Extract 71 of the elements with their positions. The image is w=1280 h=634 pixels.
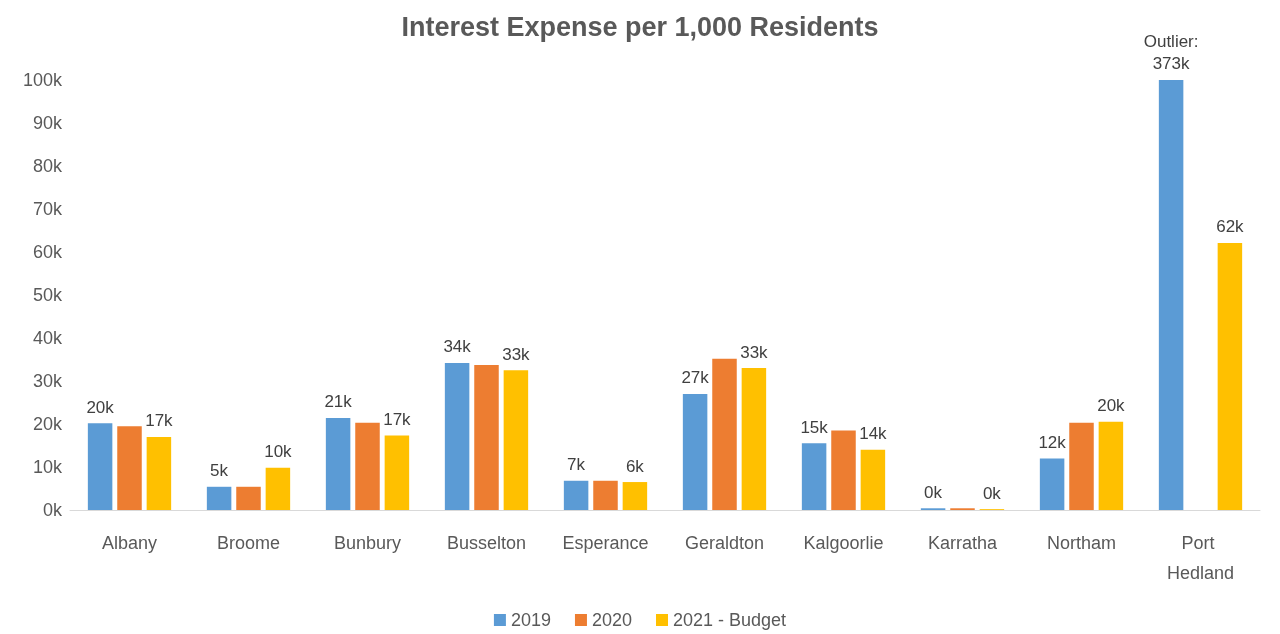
legend-label: 2021 - Budget <box>673 610 787 630</box>
bar <box>265 467 291 510</box>
bar <box>1069 422 1094 510</box>
data-label: 33k <box>502 344 531 364</box>
x-tick-label: Geraldton <box>684 533 765 553</box>
bar <box>860 449 886 510</box>
bar <box>236 486 261 510</box>
x-tick-label: Esperance <box>562 533 649 553</box>
bar <box>712 358 737 510</box>
y-tick-label: 50k <box>32 285 63 305</box>
data-label: 17k <box>383 410 412 430</box>
x-tick-label: Bunbury <box>333 533 402 553</box>
data-label: 33k <box>740 342 769 362</box>
bar <box>117 426 142 510</box>
y-tick-label: 10k <box>32 457 63 477</box>
bar <box>355 422 380 510</box>
bar <box>622 482 648 510</box>
bar <box>444 362 470 510</box>
bar <box>1217 242 1243 510</box>
data-label: 7k <box>567 455 586 475</box>
data-label: 20k <box>86 397 115 417</box>
data-label: 5k <box>210 461 229 481</box>
bar <box>1158 80 1184 510</box>
bar <box>87 423 113 510</box>
data-label: 20k <box>1097 396 1126 416</box>
x-tick-label: Albany <box>101 533 158 553</box>
bar <box>474 365 499 510</box>
y-tick-label: 90k <box>32 113 63 133</box>
data-label: 17k <box>145 411 174 431</box>
data-label: 34k <box>443 337 472 357</box>
x-tick-label: Broome <box>216 533 281 553</box>
bar <box>325 417 351 510</box>
x-tick-label: Karratha <box>927 533 998 553</box>
data-label: 12k <box>1038 432 1067 452</box>
bar <box>593 480 618 510</box>
bar <box>831 430 856 510</box>
y-tick-label: 70k <box>32 199 63 219</box>
data-label: 6k <box>625 456 645 476</box>
bar <box>801 443 827 510</box>
y-tick-label: 80k <box>32 156 63 176</box>
x-tick-label: Port Hedland <box>1166 533 1235 583</box>
data-label: 14k <box>859 424 888 444</box>
y-tick-label: 100k <box>22 70 63 90</box>
bar <box>563 480 589 510</box>
bar <box>1039 458 1065 510</box>
y-tick-label: 60k <box>32 242 63 262</box>
data-label: 27k <box>681 368 710 388</box>
data-label: 0k <box>924 482 943 502</box>
data-label: 15k <box>800 417 829 437</box>
legend-label: 2020 <box>591 610 632 630</box>
y-tick-label: 40k <box>32 328 63 348</box>
y-tick-label: 0k <box>42 500 63 520</box>
bar <box>741 368 767 510</box>
bar <box>682 393 708 510</box>
chart-title: Interest Expense per 1,000 Residents <box>401 11 879 42</box>
x-tick-label: Kalgoorlie <box>803 533 884 553</box>
x-tick-label: Busselton <box>446 533 527 553</box>
data-label: 10k <box>264 442 293 462</box>
data-label: 0k <box>982 483 1002 503</box>
bar <box>503 370 529 510</box>
bar <box>384 435 410 510</box>
legend-label: 2019 <box>510 610 551 630</box>
bar <box>1098 421 1124 510</box>
y-tick-label: 30k <box>32 371 63 391</box>
data-label: 21k <box>324 392 353 412</box>
text: Outlier: 373k <box>1143 31 1199 73</box>
bar <box>206 486 232 510</box>
y-tick-label: 20k <box>32 414 63 434</box>
bar <box>146 436 172 510</box>
data-label: 62k <box>1216 217 1245 237</box>
x-tick-label: Northam <box>1046 533 1117 553</box>
